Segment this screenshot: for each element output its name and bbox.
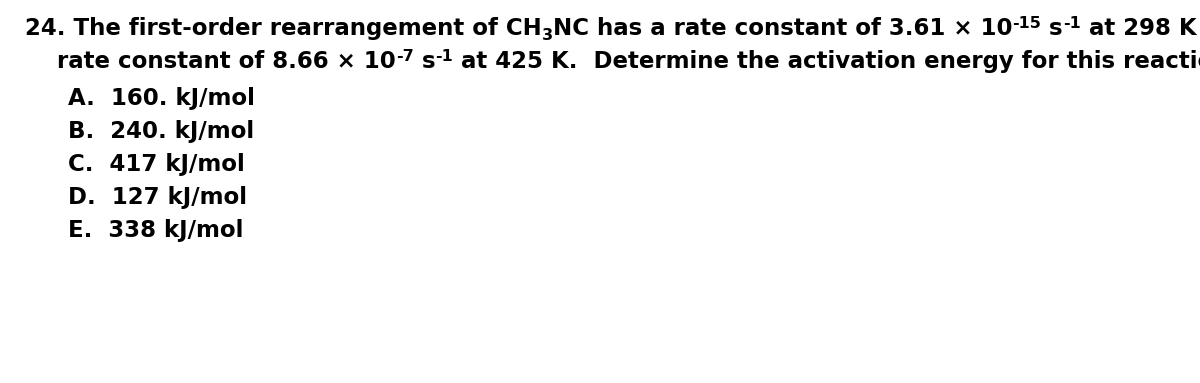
Text: D.  127 kJ/mol: D. 127 kJ/mol xyxy=(68,186,247,209)
Text: B.  240. kJ/mol: B. 240. kJ/mol xyxy=(68,120,254,143)
Text: 3: 3 xyxy=(541,28,553,43)
Text: C.  417 kJ/mol: C. 417 kJ/mol xyxy=(68,153,245,176)
Text: -7: -7 xyxy=(396,49,414,64)
Text: rate constant of 8.66 × 10: rate constant of 8.66 × 10 xyxy=(25,50,396,73)
Text: NC has a rate constant of 3.61 × 10: NC has a rate constant of 3.61 × 10 xyxy=(553,17,1013,40)
Text: at 298 K and a: at 298 K and a xyxy=(1081,17,1200,40)
Text: s: s xyxy=(414,50,436,73)
Text: s: s xyxy=(1042,17,1063,40)
Text: at 425 K.  Determine the activation energy for this reaction.: at 425 K. Determine the activation energ… xyxy=(452,50,1200,73)
Text: -1: -1 xyxy=(436,49,452,64)
Text: A.  160. kJ/mol: A. 160. kJ/mol xyxy=(68,87,254,110)
Text: 24. The first-order rearrangement of CH: 24. The first-order rearrangement of CH xyxy=(25,17,541,40)
Text: -15: -15 xyxy=(1013,16,1042,31)
Text: E.  338 kJ/mol: E. 338 kJ/mol xyxy=(68,219,244,242)
Text: -1: -1 xyxy=(1063,16,1081,31)
